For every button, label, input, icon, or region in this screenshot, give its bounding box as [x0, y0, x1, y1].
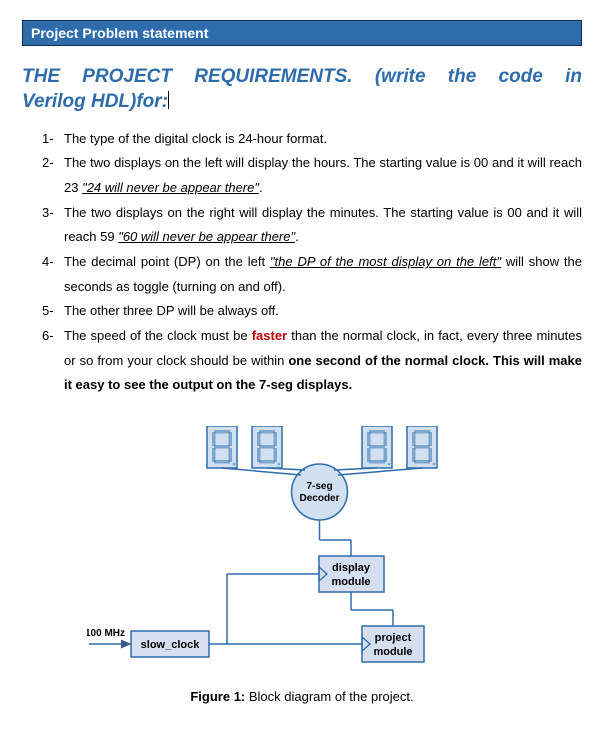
project-module-l1: project	[375, 632, 412, 644]
figure-caption: Figure 1: Block diagram of the project.	[22, 689, 582, 704]
title-line-1: THE PROJECT REQUIREMENTS. (write the cod…	[22, 64, 582, 91]
text-cursor	[168, 91, 169, 109]
section-banner: Project Problem statement	[22, 20, 582, 46]
decoder-label-1: 7-seg	[306, 481, 332, 492]
req-item: The type of the digital clock is 24-hour…	[46, 127, 582, 152]
slow-clock-label: slow_clock	[141, 639, 201, 651]
req-item: The two displays on the left will displa…	[46, 151, 582, 200]
req-item: The speed of the clock must be faster th…	[46, 324, 582, 398]
decoder-label-2: Decoder	[299, 493, 339, 504]
diagram-svg: 7-seg Decoder display module project mod…	[87, 426, 517, 681]
block-diagram: 7-seg Decoder display module project mod…	[22, 426, 582, 704]
title-line-2: Verilog HDL)for:	[22, 91, 582, 113]
title: THE PROJECT REQUIREMENTS. (write the cod…	[22, 64, 582, 113]
clk-label: 100 MHz	[87, 628, 125, 639]
req-item: The decimal point (DP) on the left "the …	[46, 250, 582, 299]
project-module-l2: module	[373, 646, 412, 658]
display-module-l2: module	[331, 576, 370, 588]
req-item: The other three DP will be always off.	[46, 299, 582, 324]
requirements-list: The type of the digital clock is 24-hour…	[22, 127, 582, 399]
req-item: The two displays on the right will displ…	[46, 201, 582, 250]
display-module-l1: display	[332, 562, 371, 574]
